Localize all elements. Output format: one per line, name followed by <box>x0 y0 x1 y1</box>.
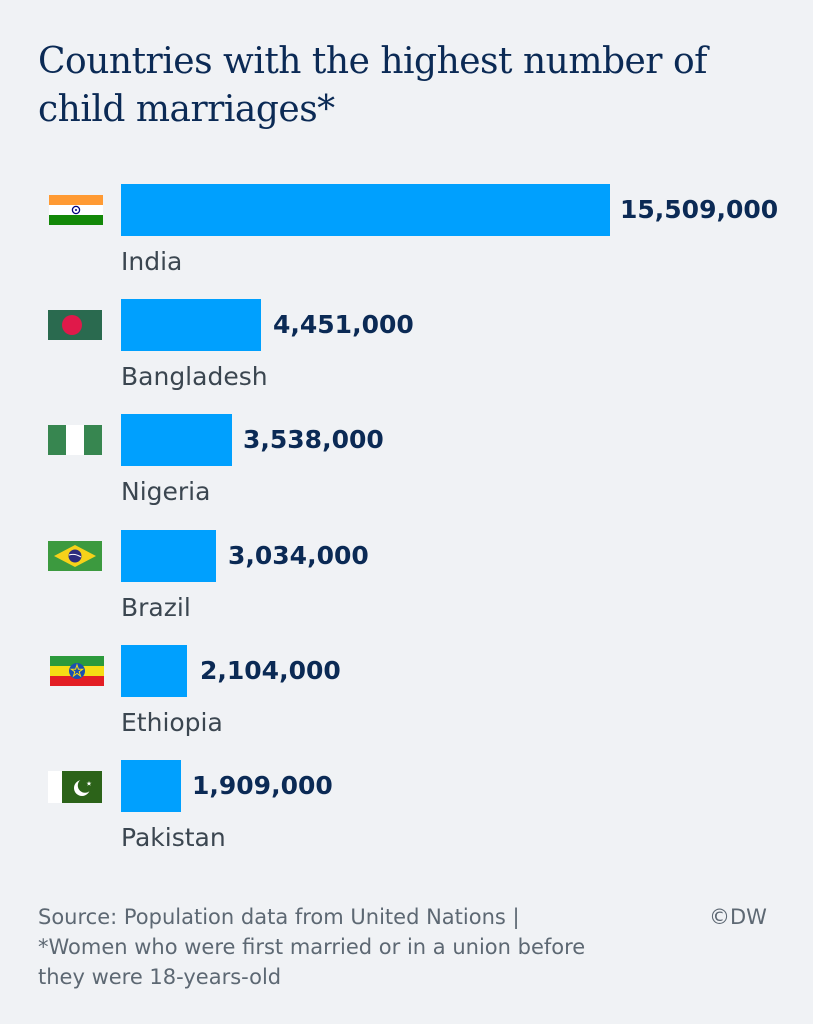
country-label-brazil: Brazil <box>121 593 191 622</box>
bar-ethiopia <box>121 645 187 697</box>
ethiopia-flag-icon <box>50 656 104 686</box>
value-label-ethiopia: 2,104,000 <box>200 656 341 685</box>
footnote-text: *Women who were first married or in a un… <box>38 935 586 989</box>
bar-row-nigeria: 3,538,000 Nigeria <box>0 414 813 524</box>
source-text: Source: Population data from United Nati… <box>38 905 520 929</box>
value-label-pakistan: 1,909,000 <box>192 771 333 800</box>
bar-row-brazil: 3,034,000 Brazil <box>0 530 813 640</box>
nigeria-flag-icon <box>48 425 102 455</box>
bar-brazil <box>121 530 216 582</box>
india-flag-icon <box>49 195 103 225</box>
bar-india <box>121 184 610 236</box>
brazil-flag-icon <box>48 541 102 571</box>
value-label-bangladesh: 4,451,000 <box>273 310 414 339</box>
value-label-nigeria: 3,538,000 <box>243 425 384 454</box>
country-label-ethiopia: Ethiopia <box>121 708 223 737</box>
country-label-nigeria: Nigeria <box>121 477 211 506</box>
country-label-bangladesh: Bangladesh <box>121 362 268 391</box>
pakistan-flag-icon <box>48 771 102 803</box>
bar-pakistan <box>121 760 181 812</box>
footer-notes: Source: Population data from United Nati… <box>38 902 598 992</box>
bar-row-bangladesh: 4,451,000 Bangladesh <box>0 299 813 409</box>
country-label-pakistan: Pakistan <box>121 823 226 852</box>
chart-title: Countries with the highest number of chi… <box>38 41 707 130</box>
value-label-india: 15,509,000 <box>620 195 779 224</box>
bar-row-india: 15,509,000 India <box>0 184 813 294</box>
country-label-india: India <box>121 247 183 276</box>
bar-bangladesh <box>121 299 261 351</box>
bar-row-ethiopia: 2,104,000 Ethiopia <box>0 645 813 755</box>
bar-row-pakistan: 1,909,000 Pakistan <box>0 760 813 870</box>
bar-nigeria <box>121 414 232 466</box>
value-label-brazil: 3,034,000 <box>228 541 369 570</box>
copyright-text: ©DW <box>709 905 767 929</box>
bangladesh-flag-icon <box>48 310 102 340</box>
